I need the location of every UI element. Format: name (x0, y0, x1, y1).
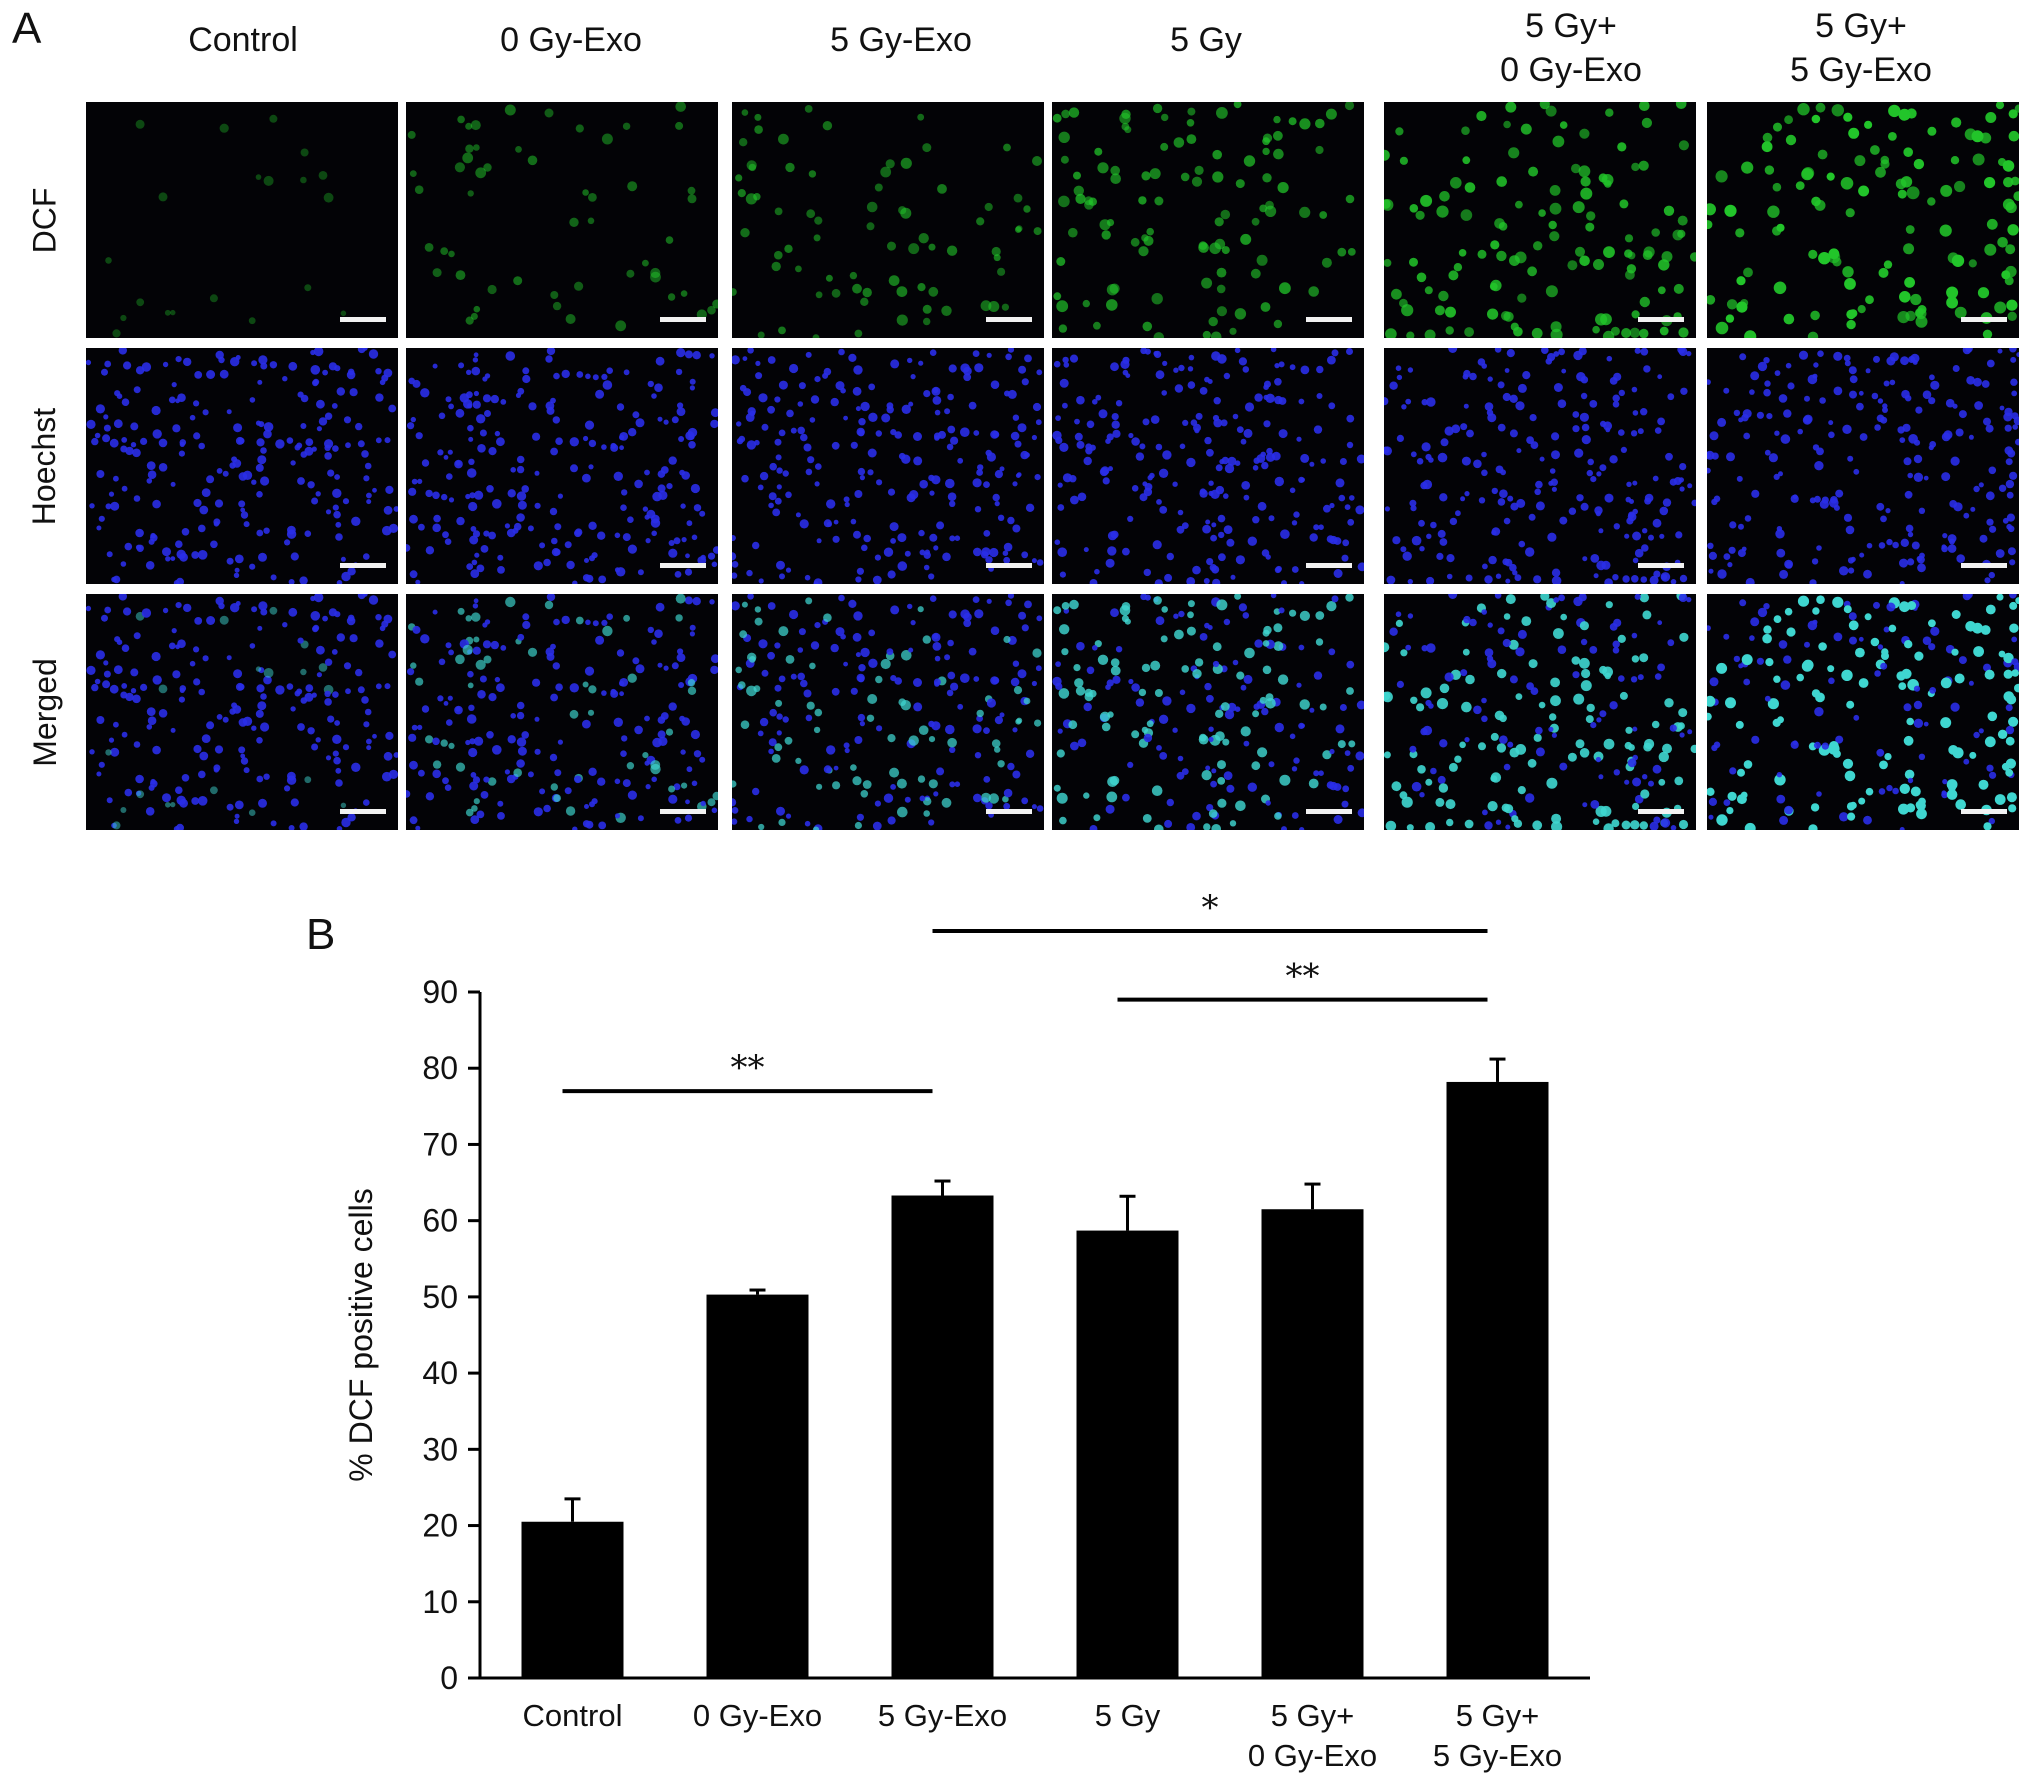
row-label-text: Merged (26, 657, 63, 767)
y-tick-label: 90 (422, 974, 458, 1010)
bar (891, 1195, 994, 1678)
micrograph-hoechst-5 (1384, 348, 1696, 584)
y-tick-label: 30 (422, 1431, 458, 1467)
micrograph-hoechst-1 (86, 348, 398, 584)
bar (1076, 1230, 1179, 1678)
micrograph-merged-2 (406, 594, 718, 830)
row-label-text: Hoechst (26, 407, 63, 525)
bar (1261, 1209, 1364, 1678)
column-label-5gy: 5 Gy (1050, 18, 1362, 62)
column-label-5gy-plus-5gy-exo: 5 Gy+ 5 Gy-Exo (1705, 4, 2017, 92)
significance-label: * (1202, 888, 1219, 928)
significance-label: ** (731, 1048, 765, 1088)
column-label-0gy-exo: 0 Gy-Exo (415, 18, 727, 62)
y-tick-label: 60 (422, 1203, 458, 1239)
bar (1446, 1081, 1549, 1678)
column-label-line2: 5 Gy-Exo (1790, 51, 1932, 89)
row-label-hoechst: Hoechst (20, 348, 70, 584)
micrograph-merged-5 (1384, 594, 1696, 830)
micrograph-merged-1 (86, 594, 398, 830)
bar (706, 1294, 809, 1678)
scale-bar (660, 317, 706, 322)
panel-b: B 0 10 20 30 40 50 60 70 80 90 % DCF positive cell… (0, 850, 2032, 1782)
y-tick-label: 10 (422, 1584, 458, 1620)
scale-bar (660, 809, 706, 814)
scale-bar (340, 317, 386, 322)
scale-bar (1306, 809, 1352, 814)
scale-bar (1961, 809, 2007, 814)
x-tick-label: 0 Gy-Exo (693, 1698, 822, 1733)
micrograph-dcf-4 (1052, 102, 1364, 338)
x-tick-label: 5 Gy-Exo (1433, 1738, 1562, 1773)
scale-bar (660, 563, 706, 568)
micrograph-hoechst-2 (406, 348, 718, 584)
scale-bar (340, 563, 386, 568)
micrograph-merged-6 (1707, 594, 2019, 830)
column-label-line2: 5 Gy (1170, 21, 1242, 59)
y-tick-label: 80 (422, 1050, 458, 1086)
x-tick-label: 5 Gy-Exo (878, 1698, 1007, 1733)
column-label-line2: 0 Gy-Exo (1500, 51, 1642, 89)
micrograph-hoechst-4 (1052, 348, 1364, 584)
y-tick-label: 70 (422, 1126, 458, 1162)
micrograph-merged-3 (732, 594, 1044, 830)
micrograph-dcf-6 (1707, 102, 2019, 338)
significance-label: ** (1286, 957, 1320, 997)
x-tick-label: 5 Gy+ (1456, 1698, 1540, 1733)
x-tick-label: 0 Gy-Exo (1248, 1738, 1377, 1773)
micrograph-hoechst-3 (732, 348, 1044, 584)
column-label-5gy-exo: 5 Gy-Exo (745, 18, 1057, 62)
micrograph-dcf-2 (406, 102, 718, 338)
panel-b-letter: B (306, 910, 336, 959)
micrograph-merged-4 (1052, 594, 1364, 830)
column-label-line2: Control (188, 21, 298, 59)
bar-chart: 0 10 20 30 40 50 60 70 80 90 % DCF positive cells C… (343, 888, 1590, 1773)
row-label-text: DCF (26, 187, 63, 253)
scale-bar (1306, 317, 1352, 322)
scale-bar (986, 317, 1032, 322)
x-tick-label: 5 Gy+ (1271, 1698, 1355, 1733)
y-tick-label: 20 (422, 1508, 458, 1544)
y-tick-label: 40 (422, 1355, 458, 1391)
scale-bar (1306, 563, 1352, 568)
column-label-line1: 5 Gy+ (1815, 7, 1907, 45)
column-label-line1: 5 Gy+ (1525, 7, 1617, 45)
micrograph-dcf-1 (86, 102, 398, 338)
scale-bar (340, 809, 386, 814)
micrograph-hoechst-6 (1707, 348, 2019, 584)
micrograph-dcf-5 (1384, 102, 1696, 338)
scale-bar (1638, 563, 1684, 568)
x-tick-label: 5 Gy (1095, 1698, 1161, 1733)
scale-bar (986, 563, 1032, 568)
panel-a: A Control 0 Gy-Exo 5 Gy-Exo 5 Gy 5 Gy+ 0… (0, 0, 2032, 850)
column-label-control: Control (87, 18, 399, 62)
column-label-line2: 5 Gy-Exo (830, 21, 972, 59)
bar (521, 1521, 624, 1678)
x-tick-label: Control (523, 1698, 623, 1733)
scale-bar (1638, 809, 1684, 814)
y-tick-label: 0 (440, 1660, 458, 1696)
y-tick-label: 50 (422, 1279, 458, 1315)
micrograph-dcf-3 (732, 102, 1044, 338)
scale-bar (1638, 317, 1684, 322)
column-label-5gy-plus-0gy-exo: 5 Gy+ 0 Gy-Exo (1415, 4, 1727, 92)
column-label-line2: 0 Gy-Exo (500, 21, 642, 59)
panel-a-letter: A (12, 4, 42, 53)
scale-bar (1961, 317, 2007, 322)
row-label-dcf: DCF (20, 102, 70, 338)
scale-bar (1961, 563, 2007, 568)
scale-bar (986, 809, 1032, 814)
row-label-merged: Merged (20, 594, 70, 830)
y-axis-label: % DCF positive cells (343, 1188, 379, 1481)
